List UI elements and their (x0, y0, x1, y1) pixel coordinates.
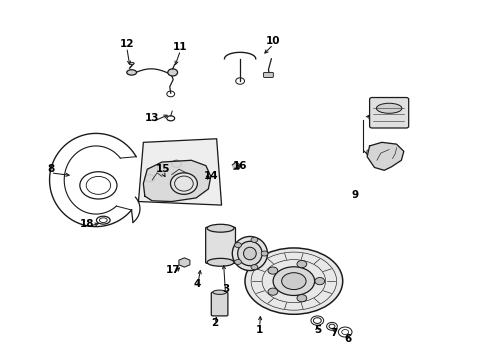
Circle shape (297, 294, 307, 302)
Polygon shape (232, 162, 240, 169)
Ellipse shape (244, 247, 256, 260)
Text: 9: 9 (352, 190, 359, 200)
Text: 15: 15 (156, 164, 170, 174)
Ellipse shape (171, 173, 197, 194)
Polygon shape (367, 142, 404, 170)
Text: 18: 18 (79, 219, 94, 229)
Ellipse shape (207, 224, 234, 232)
Circle shape (235, 243, 242, 248)
FancyBboxPatch shape (211, 292, 228, 316)
Ellipse shape (282, 273, 306, 289)
Text: 13: 13 (145, 113, 159, 123)
Ellipse shape (376, 103, 402, 113)
Ellipse shape (129, 62, 134, 64)
Text: 5: 5 (314, 325, 321, 334)
Circle shape (268, 288, 278, 295)
Text: 12: 12 (120, 39, 134, 49)
Text: 3: 3 (222, 284, 229, 294)
Text: 10: 10 (266, 36, 281, 46)
Circle shape (251, 265, 258, 270)
Ellipse shape (273, 267, 315, 296)
Ellipse shape (213, 290, 226, 294)
Ellipse shape (232, 237, 268, 271)
FancyBboxPatch shape (206, 227, 236, 264)
FancyBboxPatch shape (264, 72, 273, 77)
Circle shape (168, 69, 177, 76)
Circle shape (235, 260, 242, 265)
Circle shape (251, 237, 258, 242)
Ellipse shape (207, 258, 234, 266)
Text: 17: 17 (165, 265, 180, 275)
Circle shape (268, 267, 278, 274)
Text: 16: 16 (233, 161, 247, 171)
Text: 2: 2 (211, 319, 219, 328)
Polygon shape (139, 139, 221, 205)
Circle shape (297, 261, 307, 268)
Circle shape (261, 251, 268, 256)
Ellipse shape (127, 70, 137, 75)
Circle shape (315, 278, 325, 285)
Text: 7: 7 (330, 328, 338, 338)
FancyBboxPatch shape (369, 98, 409, 128)
Text: 8: 8 (47, 164, 54, 174)
Ellipse shape (238, 241, 262, 266)
Text: 14: 14 (203, 171, 218, 181)
Text: 1: 1 (256, 325, 263, 335)
Text: 11: 11 (173, 42, 188, 52)
Ellipse shape (245, 248, 343, 314)
Polygon shape (144, 160, 211, 202)
Text: 4: 4 (194, 279, 201, 289)
Text: 6: 6 (344, 333, 351, 343)
